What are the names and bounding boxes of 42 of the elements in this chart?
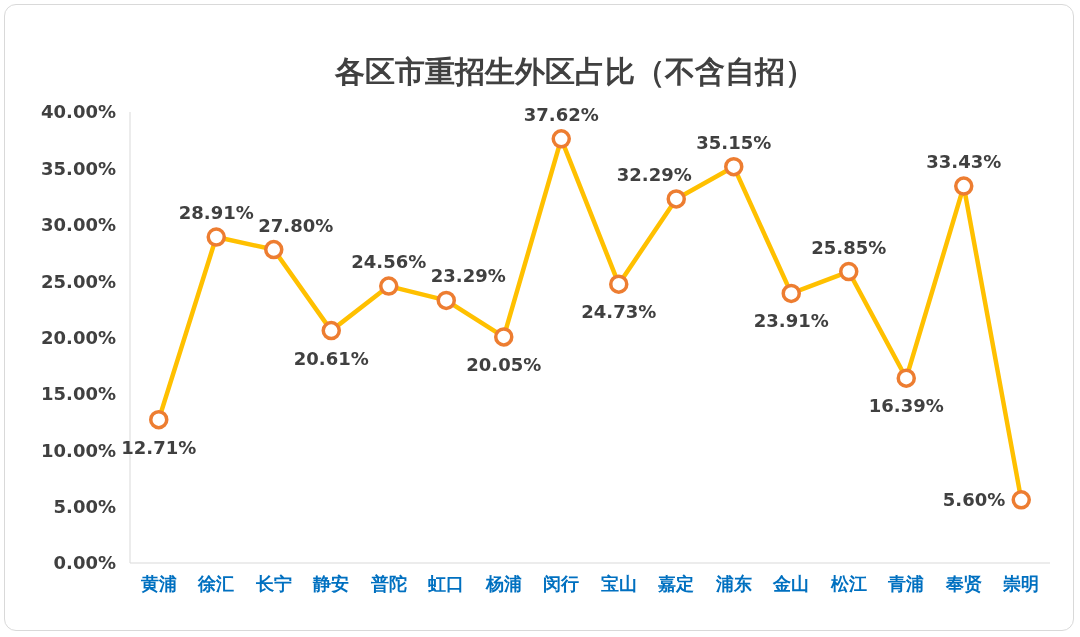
x-tick-label: 闵行 (543, 572, 580, 594)
data-label: 5.60% (942, 488, 1006, 510)
y-tick-label: 20.00% (41, 326, 116, 348)
x-tick-label: 浦东 (714, 572, 752, 594)
data-label: 16.39% (868, 395, 944, 417)
x-tick-label: 松江 (829, 572, 867, 594)
data-label: 33.43% (926, 151, 1002, 173)
y-tick-label: 10.00% (41, 439, 116, 461)
x-tick-label: 徐汇 (197, 572, 235, 594)
data-label: 37.62% (523, 103, 599, 125)
y-tick-label: 35.00% (41, 157, 116, 179)
chart-title: 各区市重招生外区占比（不含自招） (334, 53, 816, 91)
data-label: 24.73% (581, 301, 657, 323)
data-label: 12.71% (121, 436, 197, 458)
x-tick-label: 静安 (312, 572, 350, 594)
x-tick-label: 金山 (772, 572, 810, 594)
data-label: 28.91% (178, 202, 254, 224)
data-label: 25.85% (811, 236, 887, 258)
y-tick-label: 30.00% (41, 214, 116, 236)
x-tick-label: 普陀 (369, 572, 407, 594)
x-tick-label: 青浦 (887, 572, 925, 594)
x-tick-label: 嘉定 (658, 572, 695, 594)
y-tick-label: 0.00% (53, 552, 116, 574)
data-label: 27.80% (258, 214, 334, 236)
y-tick-label: 15.00% (41, 383, 116, 405)
x-tick-label: 杨浦 (484, 572, 522, 594)
y-tick-label: 25.00% (41, 270, 116, 292)
data-label: 32.29% (616, 163, 692, 185)
x-tick-label: 崇明 (1002, 572, 1040, 594)
data-label: 23.29% (430, 265, 506, 287)
x-tick-label: 奉贤 (944, 572, 982, 594)
data-label: 35.15% (696, 131, 772, 153)
data-label: 23.91% (753, 310, 829, 332)
y-tick-label: 40.00% (41, 101, 116, 123)
x-tick-label: 黄浦 (139, 572, 177, 594)
data-label: 24.56% (351, 251, 427, 273)
y-tick-label: 5.00% (53, 496, 116, 518)
x-tick-label: 长宁 (254, 572, 292, 594)
x-tick-label: 虹口 (427, 572, 465, 594)
data-label: 20.61% (293, 347, 369, 369)
x-tick-label: 宝山 (600, 572, 637, 594)
data-label: 20.05% (466, 353, 542, 375)
